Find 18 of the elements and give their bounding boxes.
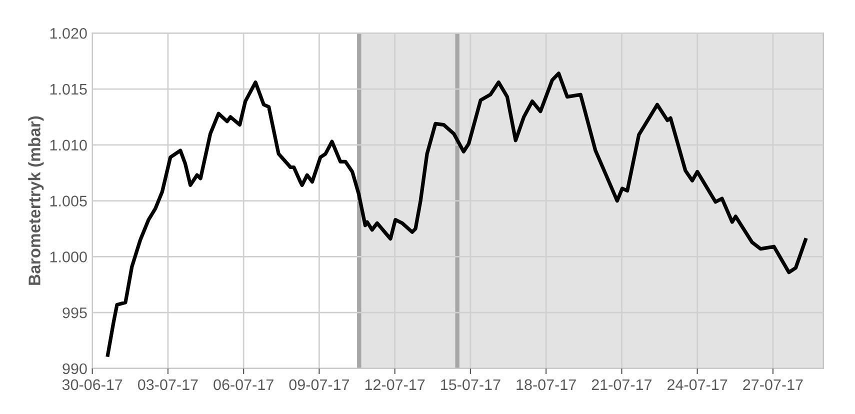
x-tick-label: 18-07-17 bbox=[516, 379, 576, 390]
x-tick-label: 15-07-17 bbox=[441, 379, 500, 390]
y-tick-label: 1.015 bbox=[50, 84, 87, 95]
x-tick-label: 12-07-17 bbox=[365, 379, 425, 390]
x-tick-label: 03-07-17 bbox=[138, 379, 198, 390]
y-tick-label: 1.005 bbox=[50, 196, 87, 206]
x-tick-label: 27-07-17 bbox=[743, 379, 803, 390]
x-tick-label: 06-07-17 bbox=[214, 379, 274, 390]
x-tick-label: 21-07-17 bbox=[592, 379, 652, 390]
y-tick-label: 1.010 bbox=[50, 140, 87, 151]
x-tick-label: 30-06-17 bbox=[62, 379, 122, 390]
x-tick-label: 24-07-17 bbox=[668, 379, 728, 390]
x-tick-label: 09-07-17 bbox=[289, 379, 350, 390]
y-tick-label: 990 bbox=[62, 363, 87, 374]
y-tick-label: 1.000 bbox=[50, 252, 87, 262]
y-tick-label: 995 bbox=[62, 307, 87, 318]
y-axis-title: Barometertryk (mbar) bbox=[28, 116, 44, 285]
y-tick-label: 1.020 bbox=[50, 28, 87, 39]
